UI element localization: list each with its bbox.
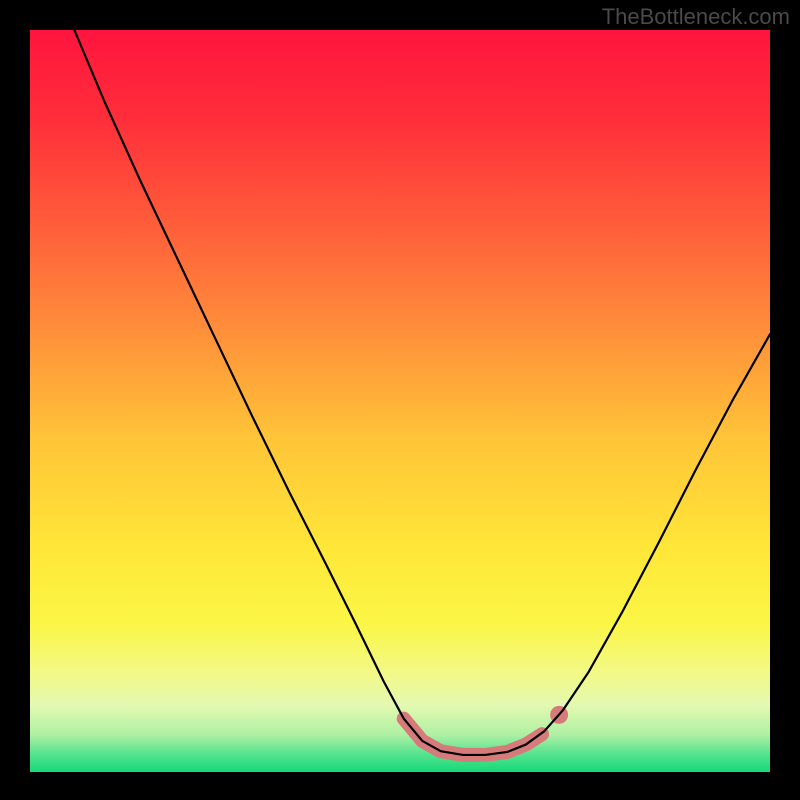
chart-svg [0, 0, 800, 800]
chart-container: TheBottleneck.com [0, 0, 800, 800]
plot-background [30, 30, 770, 772]
